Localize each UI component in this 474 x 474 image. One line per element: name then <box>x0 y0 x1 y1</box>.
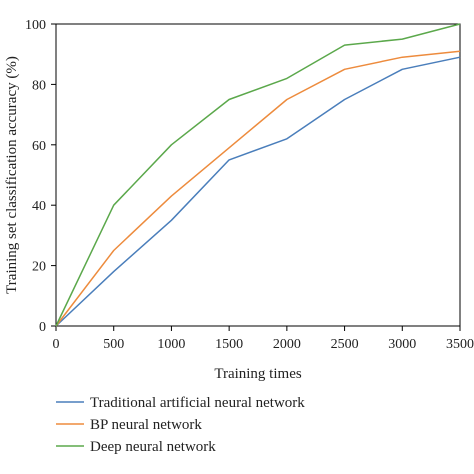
legend: Traditional artificial neural network BP … <box>56 395 305 455</box>
x-tick-label: 2500 <box>331 337 359 352</box>
legend-label-2: BP neural network <box>90 417 202 433</box>
x-axis: 0 500 1000 1500 2000 2500 3000 3500 <box>53 326 474 352</box>
x-tick-label: 1000 <box>157 337 185 352</box>
series-line-1 <box>55 56 461 327</box>
y-tick-label: 80 <box>32 78 46 93</box>
legend-label-3: Deep neural network <box>90 439 216 455</box>
y-axis: 0 20 40 60 80 100 <box>25 18 56 335</box>
y-tick-label: 100 <box>25 18 46 33</box>
x-tick-label: 3000 <box>388 337 416 352</box>
y-axis-title: Training set classification accuracy (%) <box>4 56 20 294</box>
series-line-2 <box>55 50 461 327</box>
x-axis-title: Training times <box>214 366 302 382</box>
x-tick-label: 0 <box>53 337 60 352</box>
y-tick-label: 0 <box>39 320 46 335</box>
x-tick-label: 1500 <box>215 337 243 352</box>
y-tick-label: 40 <box>32 199 46 214</box>
x-tick-label: 3500 <box>446 337 474 352</box>
x-tick-label: 2000 <box>273 337 301 352</box>
x-tick-label: 500 <box>103 337 124 352</box>
plot-frame <box>55 23 461 327</box>
series-line-3 <box>55 23 461 327</box>
legend-label-1: Traditional artificial neural network <box>90 395 305 411</box>
series-lines <box>55 23 461 327</box>
y-tick-label: 60 <box>32 139 46 154</box>
y-tick-label: 20 <box>32 260 46 275</box>
